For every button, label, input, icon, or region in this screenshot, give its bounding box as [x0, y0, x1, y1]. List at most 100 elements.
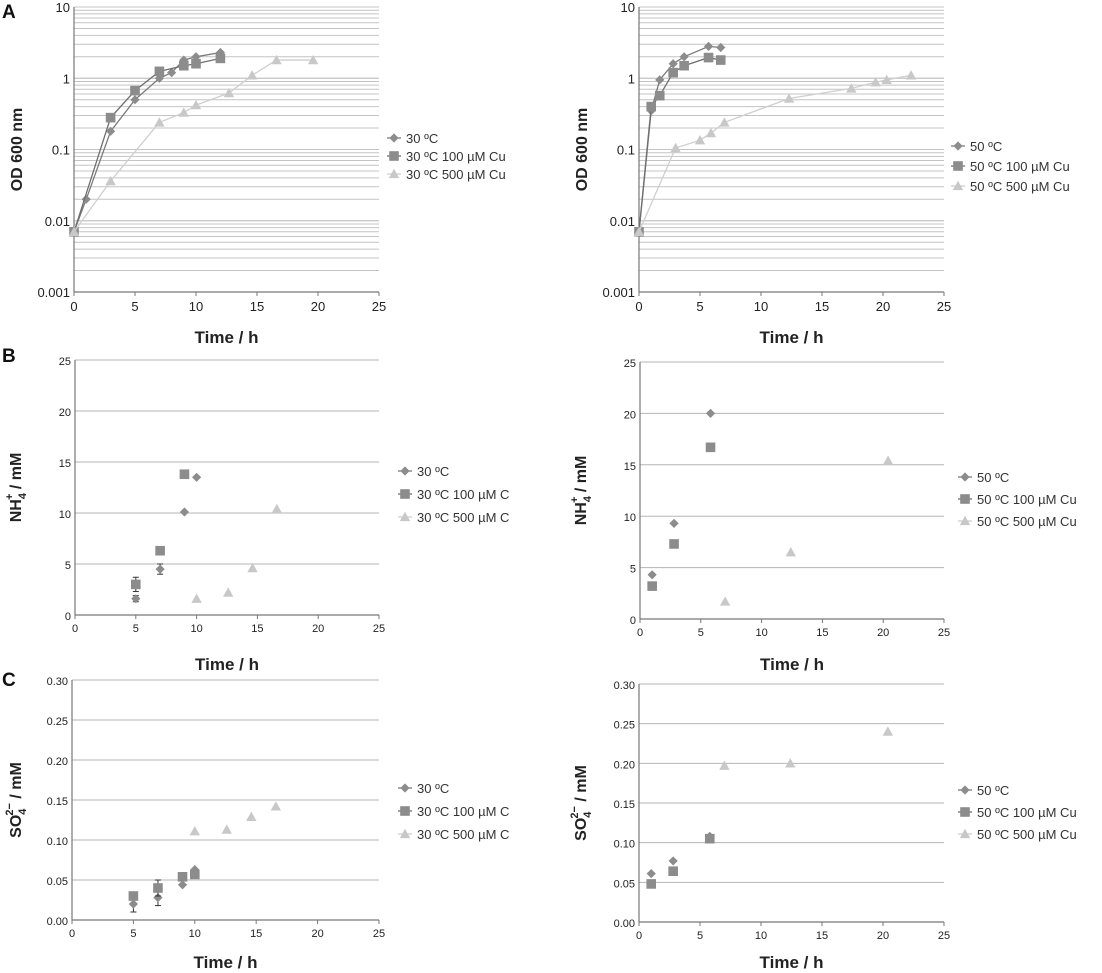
- legend: 50 ºC 50 ºC 100 µM Cu 50 ºC 500 µM Cu: [958, 783, 1077, 842]
- data-point: [223, 587, 234, 597]
- data-point: [177, 872, 188, 882]
- x-tick-label: 0: [635, 299, 642, 314]
- gridlines: [639, 683, 944, 883]
- data-point: [154, 66, 165, 77]
- data-point: [131, 594, 141, 604]
- x-axis-label: Time / h: [760, 328, 824, 347]
- legend-label: 30 ºC 500 µM C: [417, 827, 509, 842]
- gridlines: [640, 361, 944, 569]
- series-line: [638, 74, 912, 233]
- series-square: [634, 52, 726, 237]
- panel-letter-b: B: [2, 346, 16, 367]
- y-label-sub: 4: [17, 808, 29, 815]
- x-tick-label: 15: [815, 299, 829, 314]
- x-tick-label: 25: [938, 930, 950, 942]
- x-tick-label: 25: [937, 299, 951, 314]
- y-tick-label: 10: [59, 509, 71, 521]
- series-diamond: [128, 865, 200, 913]
- y-tick-label: 15: [624, 461, 636, 473]
- y-label-main: NH: [8, 499, 25, 522]
- x-tick-label: 5: [130, 928, 136, 940]
- y-tick-label: 0.25: [47, 716, 68, 728]
- data-point: [130, 95, 140, 105]
- legend-entry: 50 ºC 100 µM Cu: [951, 159, 1070, 174]
- data-point: [247, 562, 258, 573]
- data-point: [131, 579, 141, 590]
- legend-label: 30 ºC 100 µM C: [417, 804, 509, 819]
- y-tick-label: 25: [59, 356, 71, 368]
- y-tick-label: 0.10: [614, 839, 635, 851]
- y-tick-label: 10: [56, 0, 70, 15]
- data-point: [155, 564, 165, 574]
- legend-marker: [389, 133, 399, 143]
- x-tick-label: 5: [133, 623, 139, 635]
- series-diamond: [131, 472, 202, 604]
- x-tick-label: 20: [312, 623, 324, 635]
- data-point: [705, 127, 717, 138]
- x-tick-label: 0: [69, 928, 75, 940]
- legend-entry: 30 ºC 500 µM C: [398, 510, 509, 525]
- legend-marker: [399, 511, 411, 522]
- x-tick-label: 0: [636, 930, 642, 942]
- legend-marker: [400, 806, 410, 816]
- x-tick-label: 5: [696, 299, 703, 314]
- x-tick-label: 25: [373, 928, 385, 940]
- legend-label: 50 ºC: [977, 783, 1009, 798]
- data-point: [270, 801, 282, 811]
- x-tick-label: 15: [251, 623, 263, 635]
- x-tick-label: 0: [70, 299, 77, 314]
- legend-label: 50 ºC 500 µM Cu: [977, 827, 1077, 842]
- y-tick-label: 5: [630, 564, 636, 576]
- series-triangle: [68, 54, 319, 236]
- data-point: [703, 52, 714, 63]
- legend-marker: [389, 151, 399, 161]
- y-label-main: SO: [573, 818, 590, 841]
- y-tick-label: 20: [624, 409, 636, 421]
- y-tick-label: 10: [624, 512, 636, 524]
- legend-marker: [953, 161, 963, 171]
- y-axis-label: NH4+ / mM: [4, 453, 29, 523]
- legend-entry: 50 ºC 500 µM Cu: [958, 514, 1077, 529]
- x-tick-label: 20: [877, 930, 889, 942]
- legend: 30 ºC 30 ºC 100 µM C 30 ºC 500 µM C: [398, 464, 509, 525]
- legend-entry: 30 ºC: [387, 131, 438, 146]
- gridlines: [72, 679, 379, 881]
- data-point: [882, 455, 894, 465]
- data-point: [905, 70, 917, 80]
- data-point: [153, 883, 163, 893]
- data-point: [668, 67, 678, 78]
- data-point: [192, 472, 202, 482]
- legend-label: 50 ºC 500 µM Cu: [977, 514, 1077, 529]
- data-point: [704, 833, 715, 844]
- legend-label: 30 ºC 500 µM C: [417, 510, 509, 525]
- legend-label: 50 ºC 100 µM Cu: [977, 492, 1077, 507]
- data-point: [785, 758, 796, 768]
- legend-label: 30 ºC: [417, 781, 449, 796]
- x-tick-label: 5: [131, 299, 138, 314]
- legend-label: 30 ºC: [406, 131, 438, 146]
- x-tick-label: 15: [816, 627, 828, 639]
- data-point: [271, 503, 283, 514]
- data-point: [178, 107, 189, 117]
- legend-marker: [959, 828, 971, 839]
- y-axis-label: OD 600 nm: [574, 108, 591, 192]
- data-point: [719, 596, 731, 606]
- y-tick-label: 15: [59, 458, 71, 470]
- series-triangle: [633, 70, 917, 236]
- y-label-main: NH: [573, 502, 590, 525]
- data-point: [221, 824, 232, 834]
- x-axis-label: Time / h: [195, 655, 259, 674]
- data-point: [647, 581, 657, 591]
- data-point: [646, 869, 656, 879]
- y-tick-label: 0.15: [47, 796, 68, 808]
- y-tick-label: 0.05: [614, 878, 635, 890]
- data-point: [668, 866, 678, 877]
- legend-label: 50 ºC 100 µM Cu: [977, 805, 1077, 820]
- legend-marker: [960, 472, 970, 482]
- data-point: [177, 880, 188, 890]
- y-tick-label: 0.05: [47, 876, 68, 888]
- data-point: [105, 112, 116, 123]
- legend-entry: 30 ºC 500 µM Cu: [387, 167, 506, 182]
- series-line: [73, 59, 314, 233]
